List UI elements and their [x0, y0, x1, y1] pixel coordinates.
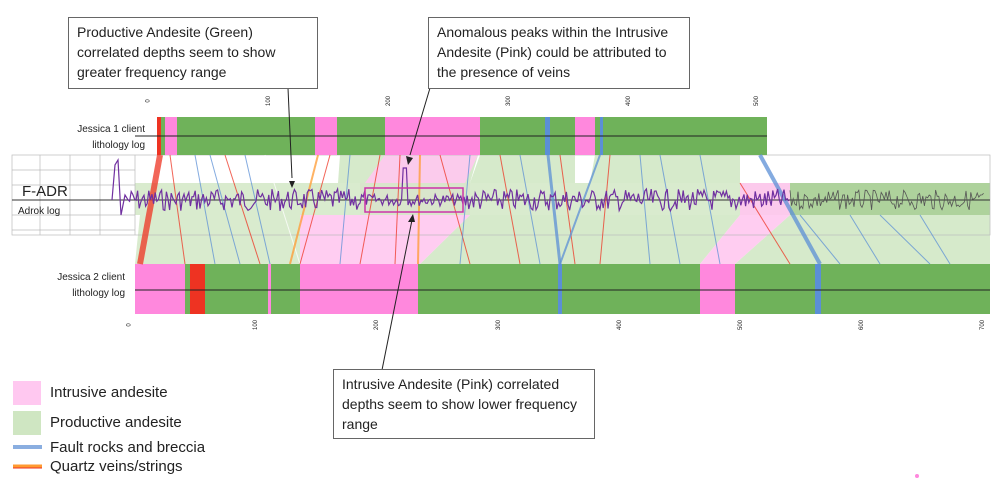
callout-arrow-anomalous [409, 87, 431, 156]
adrok-signal-tail [789, 189, 984, 211]
top-tick: 300 [506, 95, 513, 107]
correlation-line [919, 214, 951, 265]
correlation-line [499, 154, 521, 265]
legend-label-intrusive: Intrusive andesite [50, 384, 168, 401]
callout-productive: Productive Andesite (Green) correlated d… [68, 17, 318, 89]
jessica1-label: Jessica 1 client lithology log [30, 122, 145, 154]
fadr-title: F-ADR [22, 183, 68, 200]
correlation-line [519, 154, 541, 265]
correlation-line [849, 214, 881, 265]
correlation-line [739, 182, 791, 265]
adrok-signal [111, 158, 790, 216]
correlation-line [209, 154, 241, 265]
legend-label-fault: Fault rocks and breccia [50, 439, 206, 456]
correlation-line [137, 154, 163, 265]
callout-intrusive: Intrusive Andesite (Pink) correlated dep… [333, 369, 595, 439]
jessica1-label-line1: Jessica 1 client [77, 124, 145, 135]
correlation-line [699, 154, 721, 265]
bottom-tick: 500 [738, 319, 745, 331]
correlation-line [879, 214, 931, 265]
top-tick: 400 [626, 95, 633, 107]
bottom-tick: 600 [859, 319, 866, 331]
callout-arrow-intrusive [381, 219, 413, 371]
correlation-line [289, 154, 319, 265]
legend-swatch-productive [13, 411, 41, 435]
correlation-line [439, 154, 471, 265]
legend-label-productive: Productive andesite [50, 414, 182, 431]
correlation-line [758, 154, 822, 265]
legend-label-quartz: Quartz veins/strings [50, 458, 183, 475]
correlation-line [299, 154, 331, 265]
jessica1-label-line2: lithology log [92, 140, 145, 151]
jessica1-track [135, 117, 767, 155]
top-tick: 0 [145, 99, 152, 103]
anomaly-box [364, 187, 464, 213]
correlation-line [599, 154, 611, 265]
fadr-subtitle: Adrok log [18, 206, 61, 217]
top-tick: 200 [386, 95, 393, 107]
bottom-tick: 400 [617, 319, 624, 331]
top-tick: 100 [266, 95, 273, 107]
correlation-line [417, 154, 421, 265]
correlation-line [194, 154, 216, 265]
jessica2-track [135, 264, 990, 314]
correlation-line [799, 214, 841, 265]
bottom-tick: 0 [126, 323, 133, 327]
top-tick: 500 [754, 95, 761, 107]
bottom-tick: 300 [496, 319, 503, 331]
jessica2-label-line1: Jessica 2 client [57, 272, 125, 283]
correlation-line [639, 154, 651, 265]
callout-arrow-productive [287, 87, 293, 179]
correlation-line [394, 154, 401, 265]
correlation-line [459, 154, 471, 265]
correlation-lines [137, 154, 951, 265]
correlation-line [339, 154, 351, 265]
jessica2-label-line2: lithology log [72, 288, 125, 299]
correlation-line [169, 154, 186, 265]
correlation-line [224, 154, 261, 265]
bottom-tick: 100 [253, 319, 260, 331]
correlation-line [559, 154, 601, 265]
correlation-line [244, 154, 271, 265]
bottom-tick: 700 [980, 319, 987, 331]
jessica2-label: Jessica 2 client lithology log [10, 270, 125, 302]
bottom-tick: 200 [374, 319, 381, 331]
correlation-line [559, 154, 576, 265]
correlation-line [546, 154, 562, 265]
correlation-line [359, 154, 381, 265]
callout-anomalous: Anomalous peaks within the Intrusive And… [428, 17, 690, 89]
legend-swatch-intrusive [13, 381, 41, 405]
